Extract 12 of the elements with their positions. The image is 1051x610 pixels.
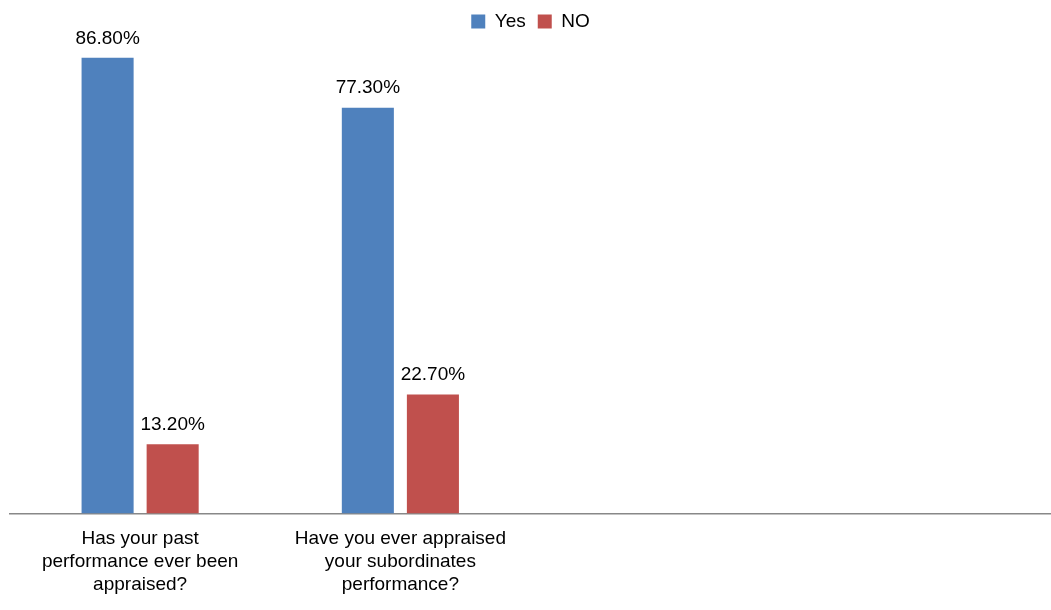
data-label: 13.20% — [140, 413, 205, 435]
bar — [146, 444, 199, 514]
bar — [406, 394, 459, 514]
x-tick-label: Have you ever appraised your subordinates performance? — [294, 527, 506, 594]
x-tick-label: Has your past performance ever been appraised? — [41, 527, 239, 594]
data-label: 22.70% — [400, 363, 466, 385]
legend-label: NO — [561, 9, 590, 31]
bar — [81, 57, 134, 514]
bar — [341, 107, 394, 514]
data-label: 77.30% — [335, 76, 401, 98]
legend-label: Yes — [494, 9, 526, 31]
data-label: 86.80% — [75, 26, 140, 48]
